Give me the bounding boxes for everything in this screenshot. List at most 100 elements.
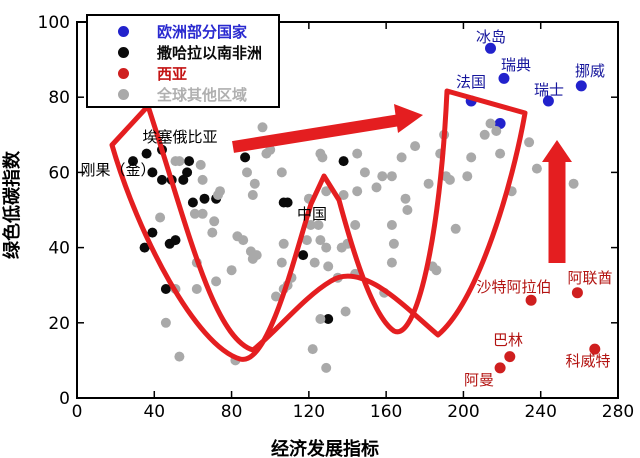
x-tick-label: 80 [221, 402, 243, 422]
data-point [276, 257, 287, 268]
data-point [371, 182, 382, 193]
data-point [321, 242, 332, 253]
legend-label: 欧洲部分国家 [157, 23, 248, 41]
legend-item: 欧洲部分国家 [88, 21, 278, 42]
data-point [444, 174, 455, 185]
data-point [276, 167, 287, 178]
legend-item: 西亚 [88, 63, 278, 84]
data-point [141, 148, 152, 159]
data-point [315, 235, 326, 246]
x-axis-title: 经济发展指标 [271, 439, 379, 458]
data-point [491, 126, 502, 136]
data-point [485, 42, 496, 54]
data-point [338, 190, 349, 200]
data-point [338, 156, 349, 167]
data-point [321, 186, 332, 197]
data-point [195, 159, 206, 170]
data-point [249, 178, 260, 189]
x-tick-label: 0 [72, 402, 83, 422]
data-point [147, 227, 158, 238]
data-point [251, 250, 262, 261]
country-label: 中国 [297, 205, 327, 223]
data-point [340, 306, 351, 317]
data-point [386, 257, 397, 268]
data-point [157, 174, 167, 185]
data-point [271, 291, 281, 302]
data-point [410, 141, 421, 152]
x-tick-label: 280 [602, 402, 634, 422]
data-point [589, 343, 601, 355]
country-label: 冰岛 [476, 28, 506, 46]
legend: 欧洲部分国家 撒哈拉以南非洲 西亚全球其他区域 [86, 14, 280, 108]
data-point [211, 276, 222, 287]
data-point [174, 156, 185, 167]
data-point [189, 208, 200, 219]
data-point [178, 174, 189, 185]
data-point [479, 129, 490, 140]
y-axis-title: 绿色低碳指数 [2, 151, 23, 259]
y-tick-label: 60 [48, 163, 70, 183]
data-point [174, 351, 185, 362]
data-point [226, 265, 237, 276]
country-label: 阿联酋 [567, 269, 612, 287]
data-point [213, 190, 223, 200]
country-label: 阿曼 [464, 371, 494, 389]
data-point [309, 257, 320, 268]
data-point [305, 220, 316, 230]
data-point [359, 167, 370, 178]
data-point [207, 227, 218, 238]
data-point [247, 190, 258, 200]
country-label: 沙特阿拉伯 [476, 278, 551, 296]
data-point [187, 197, 198, 208]
data-point [571, 287, 583, 299]
country-label: 巴林 [493, 331, 523, 349]
data-point [388, 238, 399, 249]
country-label: 刚果（金） [80, 161, 155, 179]
data-point [199, 193, 210, 204]
legend-label: 西亚 [157, 65, 188, 83]
data-point [575, 80, 587, 92]
y-tick-label: 40 [48, 239, 70, 259]
x-tick-label: 240 [524, 402, 556, 422]
country-label: 挪威 [575, 62, 605, 80]
data-point [209, 216, 220, 227]
data-point [298, 250, 309, 261]
legend-item: 撒哈拉以南非洲 [88, 42, 278, 63]
y-tick-label: 0 [59, 389, 70, 409]
data-point [352, 186, 363, 197]
data-point [494, 362, 506, 374]
data-point [525, 294, 537, 306]
data-point [377, 171, 388, 182]
legend-label: 全球其他区域 [157, 86, 248, 104]
y-tick-label: 100 [38, 13, 70, 33]
data-point [352, 148, 363, 159]
country-label: 科威特 [565, 352, 610, 370]
data-point [462, 171, 473, 182]
data-point [504, 351, 516, 363]
data-point [531, 163, 542, 174]
data-point [182, 167, 193, 178]
w-shape-outline [109, 88, 528, 362]
data-point [278, 238, 289, 249]
data-point [323, 314, 334, 324]
data-point [402, 205, 413, 215]
x-tick-label: 40 [143, 402, 165, 422]
data-point [191, 284, 202, 294]
data-point [313, 220, 324, 230]
data-point [568, 178, 579, 189]
data-point [238, 235, 249, 246]
x-tick-label: 200 [447, 402, 479, 422]
data-point [386, 171, 397, 182]
data-point [350, 220, 361, 230]
diagonal-up-right-arrow-head [394, 104, 423, 133]
x-tick-label: 160 [370, 402, 402, 422]
country-label: 瑞典 [501, 56, 531, 74]
data-point [242, 167, 252, 178]
data-point [160, 317, 171, 328]
data-point [128, 156, 138, 167]
data-point [396, 152, 407, 163]
legend-label: 撒哈拉以南非洲 [157, 44, 263, 62]
data-point [317, 152, 328, 163]
